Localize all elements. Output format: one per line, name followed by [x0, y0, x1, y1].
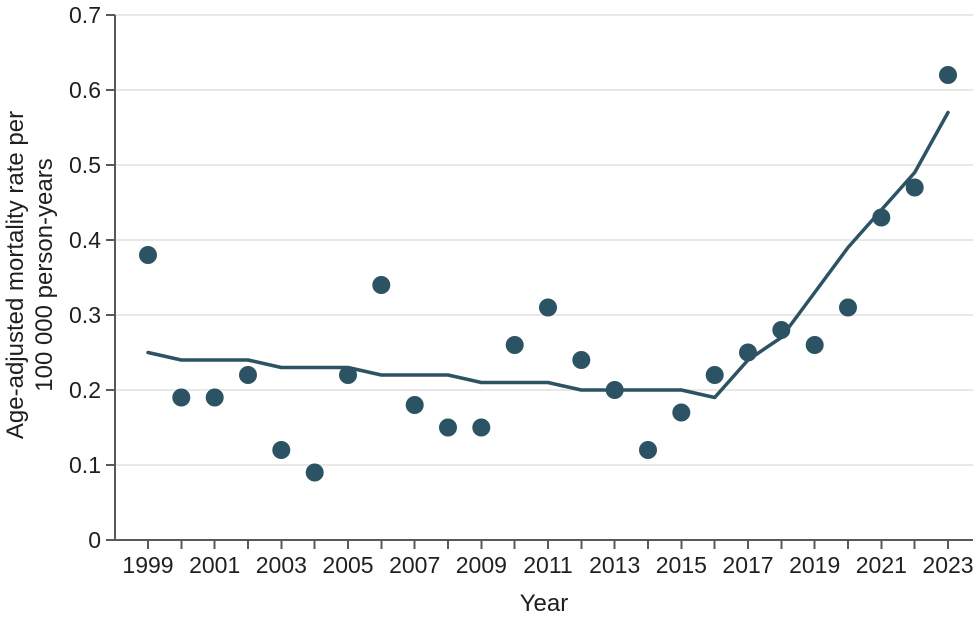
x-tick-label: 2011	[523, 552, 572, 578]
data-point	[772, 321, 791, 339]
x-tick-label: 2003	[256, 552, 307, 578]
x-tick-label: 2009	[456, 552, 507, 578]
trend-line	[146, 110, 950, 400]
y-tick-label: 0.2	[69, 377, 101, 403]
x-axis-title: Year	[519, 590, 569, 617]
x-tick-label: 1999	[122, 552, 173, 578]
y-axis-title: Age-adjusted mortality rate per 100 000 …	[1, 45, 59, 505]
y-tick-label: 0.1	[69, 452, 101, 478]
x-tick-label: 2015	[656, 552, 707, 578]
data-point	[739, 343, 757, 362]
data-point	[239, 366, 257, 384]
data-point	[405, 396, 424, 414]
x-tick-label: 2017	[722, 552, 773, 578]
x-tick-label: 2019	[789, 552, 840, 578]
y-axis-title-line2: 100 000 person-years	[31, 158, 58, 392]
y-tick-label: 0.4	[69, 227, 101, 253]
data-point	[339, 366, 357, 384]
x-tick-label: 2005	[322, 552, 373, 578]
data-point	[805, 336, 824, 354]
x-tick-label: 2013	[589, 552, 640, 578]
x-tick-label: 2001	[189, 552, 240, 578]
x-tick-label: 2021	[856, 552, 907, 578]
data-point	[839, 298, 857, 317]
data-point	[539, 298, 557, 317]
y-tick-label: 0.3	[69, 302, 101, 328]
y-tick-label: 0	[88, 527, 101, 553]
y-tick-label: 0.7	[69, 2, 101, 28]
data-point	[372, 276, 391, 294]
data-point	[672, 403, 691, 422]
data-point	[705, 366, 724, 384]
data-point	[572, 351, 591, 369]
data-point	[305, 463, 324, 482]
data-point	[905, 178, 924, 197]
data-point	[205, 388, 224, 407]
data-point	[172, 388, 191, 407]
y-axis-title-line1: Age-adjusted mortality rate per	[2, 110, 29, 440]
data-point	[939, 66, 957, 84]
y-tick-label: 0.6	[69, 77, 101, 103]
data-point	[272, 441, 291, 459]
data-point	[605, 381, 624, 399]
x-tick-label: 2023	[922, 552, 973, 578]
data-point	[639, 441, 657, 459]
data-point	[872, 208, 891, 227]
data-point	[139, 246, 157, 264]
x-tick-label: 2007	[389, 552, 440, 578]
data-point	[505, 336, 524, 354]
y-tick-label: 0.5	[69, 152, 101, 178]
data-point	[439, 418, 457, 437]
data-point	[472, 418, 491, 437]
